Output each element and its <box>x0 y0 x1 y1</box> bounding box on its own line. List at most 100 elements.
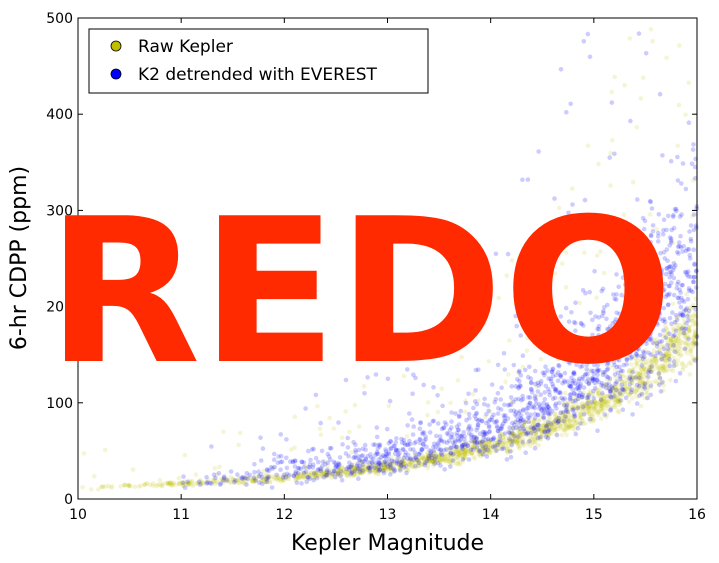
data-point <box>442 335 448 341</box>
data-point <box>672 339 678 345</box>
data-point <box>382 462 388 468</box>
data-point <box>477 447 482 453</box>
data-point <box>519 431 524 437</box>
data-point <box>629 380 635 385</box>
data-point <box>418 462 424 467</box>
data-point <box>408 441 413 447</box>
data-point <box>536 427 541 433</box>
data-point <box>616 242 622 247</box>
data-point <box>535 435 540 440</box>
data-point <box>430 453 436 459</box>
data-point <box>419 457 424 463</box>
data-point <box>529 430 534 435</box>
data-point <box>579 401 584 407</box>
data-point <box>496 442 502 448</box>
data-point <box>562 419 568 425</box>
data-point <box>284 465 290 471</box>
data-point <box>603 414 609 420</box>
data-point <box>640 379 645 385</box>
data-point <box>190 478 195 484</box>
data-point <box>622 379 628 385</box>
data-point <box>403 462 409 467</box>
data-point <box>678 353 683 359</box>
data-point <box>382 464 387 470</box>
data-point <box>147 482 153 488</box>
data-point <box>391 469 397 475</box>
data-point <box>511 431 517 437</box>
data-point <box>649 363 655 369</box>
data-point <box>352 402 358 408</box>
data-point <box>515 439 520 445</box>
data-point <box>558 410 564 416</box>
data-point <box>251 474 257 479</box>
data-point <box>452 456 457 462</box>
data-point <box>586 405 591 410</box>
data-point <box>594 407 600 413</box>
data-point <box>555 420 561 426</box>
data-point <box>325 451 331 457</box>
data-point <box>564 432 569 438</box>
data-point <box>275 476 281 481</box>
data-point <box>592 399 597 405</box>
data-point <box>251 475 257 481</box>
data-point <box>667 351 672 357</box>
data-point <box>516 438 521 444</box>
data-point <box>574 419 579 425</box>
data-point <box>646 369 651 375</box>
data-point <box>389 465 394 471</box>
data-point <box>329 472 335 478</box>
data-point <box>672 355 677 361</box>
data-point <box>445 457 450 463</box>
data-point <box>597 403 603 409</box>
data-point <box>455 455 461 460</box>
data-point <box>474 437 480 442</box>
data-point <box>619 392 624 398</box>
data-point <box>439 457 445 462</box>
data-point <box>520 436 526 441</box>
data-point <box>516 435 522 441</box>
data-point <box>515 299 521 305</box>
data-point <box>532 441 538 447</box>
data-point <box>681 330 687 336</box>
data-point <box>389 466 394 471</box>
data-point <box>572 416 578 422</box>
data-point <box>317 474 323 480</box>
data-point <box>432 461 437 466</box>
data-point <box>663 353 668 359</box>
x-tick-label: 12 <box>275 507 293 523</box>
data-point <box>596 412 601 417</box>
data-point <box>459 449 465 455</box>
data-point <box>548 428 553 434</box>
data-point <box>537 417 542 423</box>
data-point <box>467 415 472 421</box>
data-point <box>670 341 675 347</box>
data-point <box>478 439 483 444</box>
data-point <box>310 474 316 480</box>
data-point <box>263 478 269 484</box>
data-point <box>674 362 680 367</box>
data-point <box>334 470 340 476</box>
data-point <box>425 412 430 418</box>
data-point <box>555 417 560 423</box>
data-point <box>640 367 645 372</box>
data-point <box>427 430 433 435</box>
data-point <box>529 440 534 446</box>
data-point <box>308 457 313 463</box>
data-point <box>250 478 255 484</box>
data-point <box>662 323 668 329</box>
data-point <box>300 474 306 480</box>
data-point <box>294 474 300 480</box>
data-point <box>649 364 654 370</box>
data-point <box>462 451 468 456</box>
data-point <box>680 360 685 366</box>
data-point <box>477 448 483 453</box>
data-point <box>252 462 257 467</box>
data-point <box>591 406 596 412</box>
data-point <box>587 403 592 409</box>
data-point <box>80 485 85 490</box>
data-point <box>454 447 460 452</box>
data-point <box>332 460 338 466</box>
data-point <box>400 460 406 465</box>
data-point <box>433 444 438 450</box>
data-point <box>620 384 626 390</box>
